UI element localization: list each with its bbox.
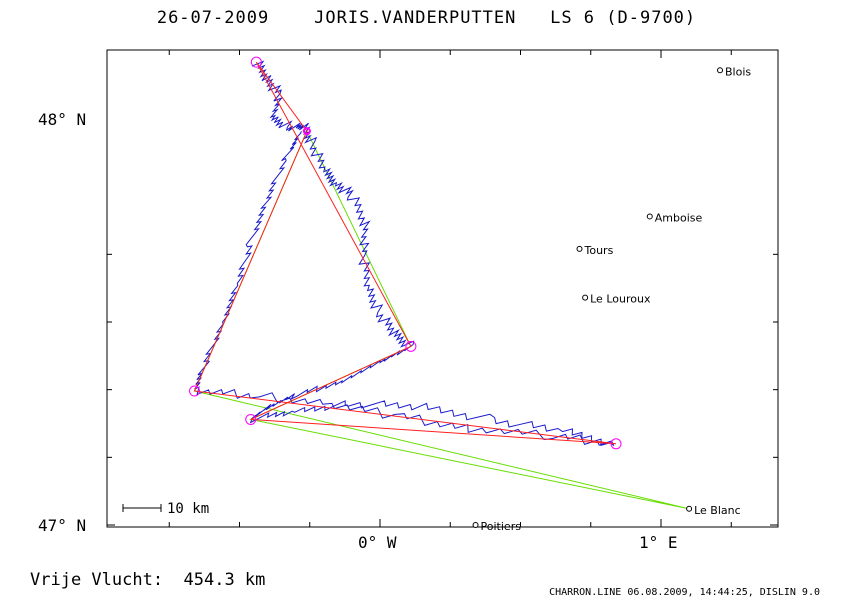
turnpoint-marker	[245, 413, 257, 425]
start-marker	[302, 127, 311, 136]
place-label: Poitiers	[481, 520, 522, 533]
place-label: Blois	[725, 65, 751, 78]
lon-label-1: 1° E	[639, 533, 678, 552]
optimized-route-line	[193, 130, 690, 510]
place-label: Amboise	[655, 211, 703, 224]
place-marker	[717, 67, 724, 74]
place-label: Le Blanc	[694, 504, 741, 517]
place-marker	[472, 522, 479, 528]
flight-date: 26-07-2009	[156, 8, 270, 28]
places-layer: Blois Amboise Tours Le Louroux Le Blanc Poiti…	[472, 65, 751, 533]
place-marker	[686, 505, 693, 512]
task-route-layer	[193, 61, 617, 445]
program-info: CHARRON.LINE 06.08.2009, 14:44:25, DISLI…	[549, 587, 820, 598]
turnpoint-marker	[405, 340, 417, 352]
page-title: 26-07-2009 JORIS.VANDERPUTTEN LS 6 (D-97…	[0, 8, 853, 28]
lat-label-47: 47° N	[38, 516, 86, 535]
place-marker	[646, 213, 653, 220]
turnpoint-marker	[610, 438, 622, 450]
scale-bar-label: 10 km	[167, 501, 209, 517]
free-flight-distance: Vrije Vlucht: 454.3 km	[30, 570, 266, 590]
scale-bar: 10 km	[122, 501, 209, 517]
lat-label-48: 48° N	[38, 110, 86, 129]
map-frame	[106, 49, 779, 528]
optimized-route-layer	[193, 130, 690, 510]
glider-name: LS 6 (D-9700)	[550, 8, 697, 28]
gps-track-line	[194, 60, 615, 447]
place-label: Tours	[584, 244, 614, 257]
place-marker	[582, 294, 589, 301]
place-label: Le Louroux	[590, 293, 651, 306]
turnpoint-marker	[189, 385, 201, 397]
turnpoint-marker	[250, 56, 262, 68]
pilot-name: JORIS.VANDERPUTTEN	[314, 8, 517, 28]
gps-track-layer	[194, 60, 615, 447]
turnpoint-layer	[189, 56, 622, 450]
axis-ticks	[107, 50, 778, 527]
place-marker	[576, 245, 583, 252]
lon-label-0: 0° W	[358, 533, 397, 552]
task-route-line	[193, 61, 617, 445]
